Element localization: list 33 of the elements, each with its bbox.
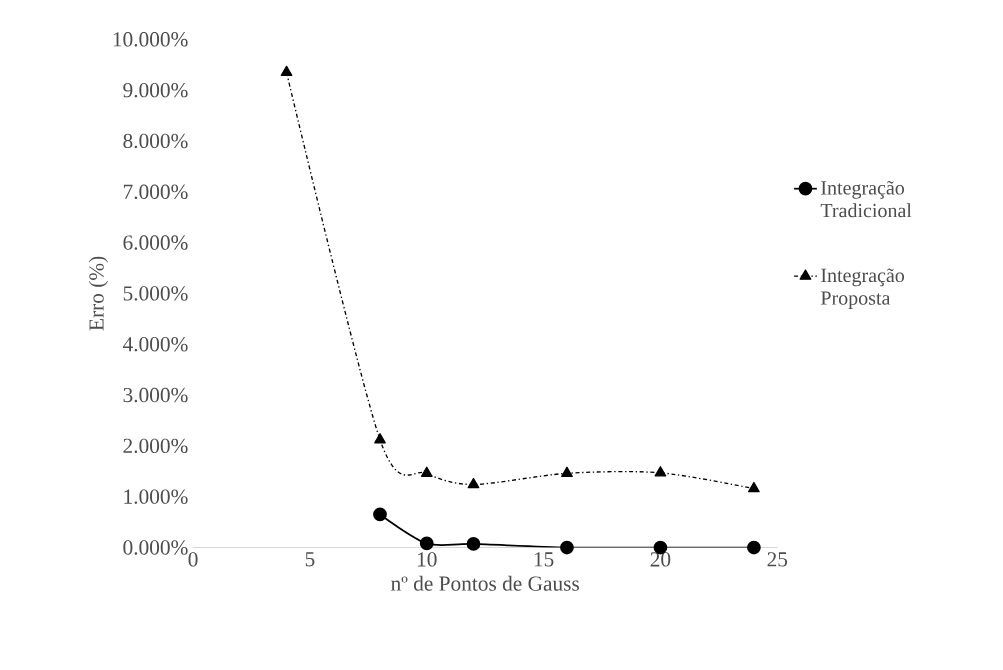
x-tick-label: 0	[188, 552, 198, 567]
point	[560, 540, 574, 555]
y-tick-label: 1.000%	[124, 489, 188, 505]
x-tick-label: 5	[305, 552, 315, 567]
point	[561, 466, 573, 478]
point	[748, 482, 760, 493]
y-axis-title: Erro (%)	[88, 256, 109, 331]
x-tick-label: 20	[650, 552, 671, 567]
point	[654, 466, 667, 477]
y-tick-label: 6.000%	[123, 235, 188, 251]
y-tick-label: 4.000%	[122, 337, 188, 352]
point	[747, 540, 761, 555]
y-tick-label: 5.000%	[123, 286, 188, 301]
y-tick-label: 7.000%	[123, 184, 188, 200]
point	[466, 537, 481, 552]
point	[373, 507, 387, 522]
point	[420, 466, 433, 478]
x-tick-label: 10	[417, 552, 437, 567]
point	[374, 433, 386, 444]
y-tick-label: 10.000%	[113, 32, 188, 47]
point	[419, 536, 434, 551]
point	[467, 478, 480, 489]
y-tick-label: 0.000%	[123, 540, 188, 555]
y-tick-label: 8.000%	[123, 133, 188, 149]
y-tick-label: 2.000%	[123, 438, 188, 454]
legend-label: Integração Tradicional	[820, 181, 912, 218]
x-axis-title: nº de Pontos de Gauss	[391, 575, 579, 592]
x-tick-label: 25	[767, 552, 788, 567]
x-tick-label: 15	[534, 552, 554, 567]
y-tick-label: 3.000%	[123, 388, 188, 403]
y-tick-label: 9.000%	[123, 83, 188, 98]
legend-label: Integração Proposta	[820, 268, 905, 310]
point	[280, 65, 293, 77]
